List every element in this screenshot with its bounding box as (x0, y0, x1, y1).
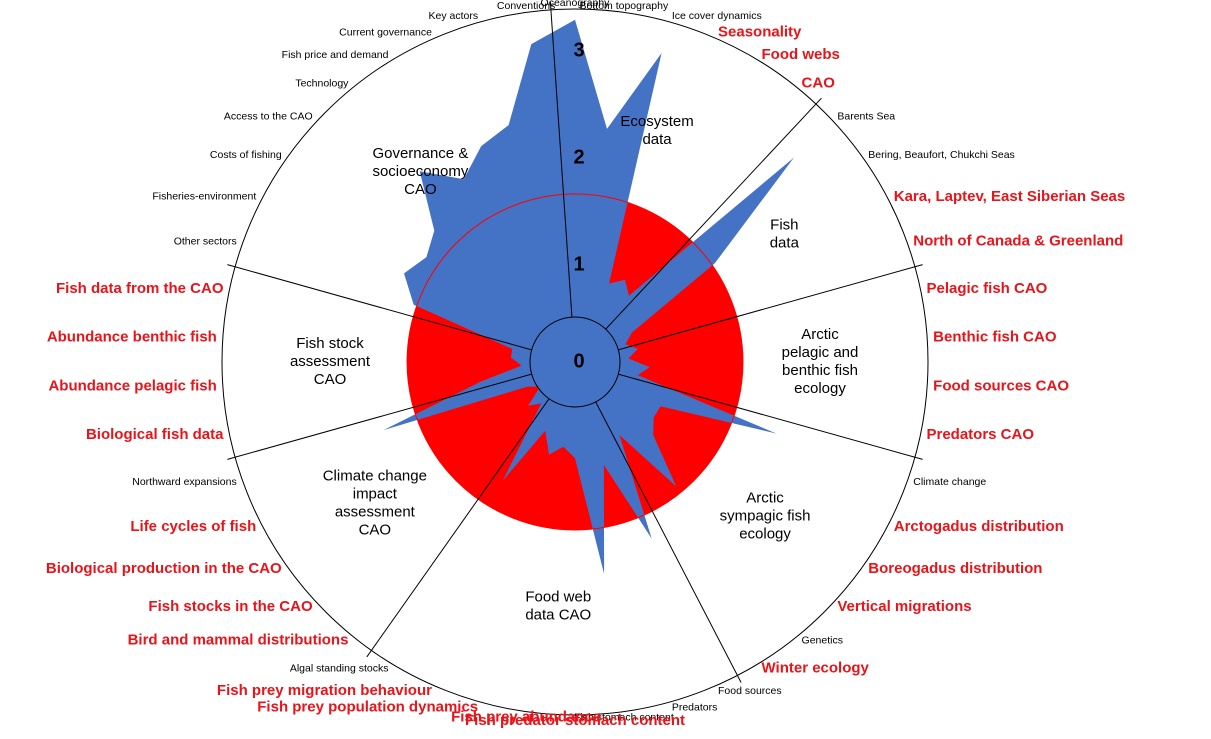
category-label: Northward expansions (132, 476, 236, 488)
category-label: Fish data from the CAO (56, 280, 224, 297)
center-disc (529, 316, 621, 408)
category-label: Conventions (497, 0, 555, 12)
category-label: Pelagic fish CAO (926, 280, 1047, 297)
sector-name-line: CAO (359, 521, 392, 538)
category-label: Kara, Laptev, East Siberian Seas (894, 188, 1125, 205)
sector-name: Food web data CAO (525, 588, 591, 623)
sector-name-line: assessment (290, 353, 371, 370)
r-tick-label: 1 (573, 253, 584, 275)
category-label: Barents Sea (837, 111, 895, 123)
category-label: Predators (672, 701, 718, 713)
category-label: North of Canada & Greenland (913, 233, 1123, 250)
category-label: Oceanography (541, 0, 611, 9)
sector-name-line: Arctic (801, 326, 839, 343)
sector-line (574, 97, 822, 363)
category-label: Other sectors (174, 236, 237, 248)
sector-name-line: Climate change (323, 467, 427, 484)
sector-name-line: Governance & (372, 145, 468, 162)
category-label: Boreogadus distribution (868, 560, 1042, 577)
category-label: Bering, Beaufort, Chukchi Seas (868, 149, 1015, 161)
sector-name-line: assessment (335, 503, 416, 520)
sector-name-line: Ecosystem (620, 113, 693, 130)
category-label: Arctogadus distribution (894, 518, 1064, 535)
category-label: Algal standing stocks (290, 663, 389, 675)
sector-line (549, 1, 576, 363)
sector-name-line: Fish stock (296, 335, 364, 352)
category-label: Fish prey migration behaviour (217, 682, 432, 699)
category-label: Abundance pelagic fish (48, 377, 216, 394)
sector-name-line: sympagic fish (720, 508, 811, 525)
sector-line (227, 264, 576, 363)
category-label: Biological production in the CAO (46, 560, 282, 577)
sector-name-line: pelagic and (782, 344, 859, 361)
category-label: Fish stocks in the CAO (148, 598, 313, 615)
category-label: Bird and mammal distributions (128, 631, 349, 648)
category-label: Access to the CAO (224, 111, 313, 123)
category-label: Winter ecology (762, 660, 870, 677)
category-label: Ice cover dynamics (672, 10, 762, 22)
category-label: Benthic fish CAO (933, 328, 1057, 345)
category-label: Fish prey abundance (451, 709, 601, 726)
sector-line (366, 361, 576, 658)
sector-line (227, 361, 576, 460)
sector-name-line: data (642, 131, 672, 148)
sector-name-line: Fish (770, 217, 798, 234)
sector-name-line: socioeconomy (372, 163, 468, 180)
sector-line (574, 361, 923, 460)
category-label: Costs of fishing (210, 149, 282, 161)
sector-name-line: data (770, 235, 800, 252)
sector-line (574, 264, 923, 363)
category-label: Fish price and demand (282, 49, 389, 61)
category-label: Fish prey population dynamics (257, 699, 478, 716)
sector-name-line: benthic fish (782, 362, 858, 379)
category-label: Seasonality (718, 24, 802, 41)
r-tick-label: 3 (573, 39, 584, 61)
sector-line (574, 361, 742, 683)
category-label: Fish predator stomach content (465, 712, 685, 729)
threshold-ring (406, 193, 744, 531)
sector-name: Fish stock assessment CAO (290, 335, 371, 388)
sector-name: Ecosystem data (620, 113, 693, 148)
sector-name: Governance & socioeconomy CAO (372, 145, 468, 198)
category-label: Bottom topography (580, 0, 669, 12)
r-tick-label: 2 (573, 146, 584, 168)
sector-name-line: CAO (314, 371, 347, 388)
sector-name-line: data CAO (525, 606, 591, 623)
category-label: Predators CAO (926, 426, 1034, 443)
category-label: Food sources (718, 685, 782, 697)
sector-name: Climate change impact assessment CAO (323, 467, 427, 538)
category-label: Food webs (762, 46, 840, 63)
sector-name: Arctic sympagic fish ecology (720, 490, 811, 543)
category-label: Current governance (339, 27, 432, 39)
sector-name-line: ecology (739, 526, 791, 543)
category-label: Biological fish data (86, 426, 224, 443)
category-label: Key actors (429, 10, 479, 22)
category-label: Abundance benthic fish (47, 328, 217, 345)
sector-name-line: Arctic (746, 490, 784, 507)
category-label: Life cycles of fish (130, 518, 256, 535)
sector-name: Fish data (770, 217, 800, 252)
r-tick-label: 0 (573, 350, 584, 372)
category-label: Genetics (802, 634, 843, 646)
category-label: Fish stomach content (574, 711, 674, 723)
category-label: Food sources CAO (933, 377, 1069, 394)
sector-name-line: impact (353, 485, 398, 502)
sector-name-line: ecology (794, 380, 846, 397)
category-label: Vertical migrations (837, 598, 971, 615)
category-label: CAO (802, 74, 836, 91)
category-label: Fisheries-environment (152, 191, 256, 203)
sector-name-line: Food web (525, 588, 591, 605)
category-label: Technology (295, 77, 349, 89)
sector-name-line: CAO (404, 181, 437, 198)
sector-name: Arctic pelagic and benthic fish ecology (782, 326, 859, 397)
value-area (383, 19, 794, 574)
outer-ring (221, 8, 929, 716)
category-label: Climate change (913, 476, 986, 488)
